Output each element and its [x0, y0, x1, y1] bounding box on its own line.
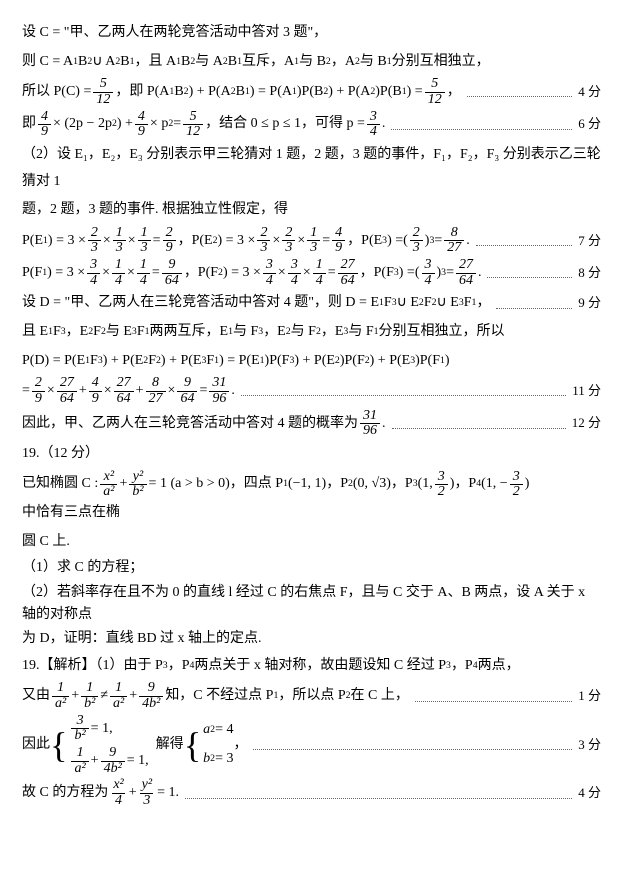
line-part2-setup: （2）设 E₁，E₂，E₃ 分别表示甲三轮猜对 1 题，2 题，3 题的事件，F… [22, 142, 601, 195]
line-setD: 设 D = "甲、乙两人在三轮竞答活动中答对 4 题"，则 D = E1F3 ∪… [22, 290, 601, 317]
line-PD: P(D) = P(E1F3) + P(E2F2) + P(E3F1) = P(E… [22, 348, 601, 375]
text: 题，2 题，3 题的事件. 根据独立性假定，得 [22, 202, 288, 217]
text: 又由 1a² + 1b² ≠ 1a² + 94b² 知，C 不经过点 P1，所以… [22, 681, 409, 711]
score-9: 9 分 [578, 291, 601, 316]
text: 19.【解析】（1）由于 P3，P4 两点关于 x 轴对称，故由题设知 C 经过… [22, 653, 601, 680]
text: 设 D = "甲、乙两人在三轮竞答活动中答对 4 题"，则 D = E1F3 ∪… [22, 290, 490, 317]
text: （2）设 E₁，E₂，E₃ 分别表示甲三轮猜对 1 题，2 题，3 题的事件，F… [22, 147, 601, 189]
text: 19.（12 分） [22, 446, 99, 461]
q19-number: 19.（12 分） [22, 441, 601, 468]
q19-part2b: 为 D，证明：直线 BD 过 x 轴上的定点. [22, 628, 601, 650]
text: 因此 { 3b² = 1, 1a² + 94b² = 1, 解得 { a2 = … [22, 714, 247, 777]
text: 所以 P(C) = 512，即 P(A1B2) + P(A2B1) = P(A1… [22, 77, 461, 107]
line-PE: P(E1) = 3 × 23 × 13 × 13 = 29，P(E2) = 3 … [22, 226, 601, 256]
leader-dots [241, 386, 566, 396]
text: 即 49 × (2p − 2p2) + 49 × p2 = 512，结合 0 ≤… [22, 110, 385, 140]
a19-line1: 19.【解析】（1）由于 P3，P4 两点关于 x 轴对称，故由题设知 C 经过… [22, 653, 601, 680]
text: 已知椭圆 C : x²a² + y²b² = 1 (a > b > 0)，四点 … [22, 470, 601, 527]
score-1: 1 分 [578, 684, 601, 709]
line-solve-p: 即 49 × (2p − 2p2) + 49 × p2 = 512，结合 0 ≤… [22, 110, 601, 140]
leader-dots [496, 299, 572, 309]
leader-dots [476, 236, 572, 246]
q19-part1: （1）求 C 的方程； [22, 557, 601, 579]
leader-dots [391, 120, 572, 130]
leader-dots [253, 740, 572, 750]
text: 则 C = A1B2 ∪ A2B1，且 A1B2 与 A2B1 互斥，A1 与 … [22, 49, 601, 76]
a19-ineq: 又由 1a² + 1b² ≠ 1a² + 94b² 知，C 不经过点 P1，所以… [22, 681, 601, 711]
q19-stem2: 圆 C 上. [22, 529, 601, 556]
line-PF: P(F1) = 3 × 34 × 14 × 14 = 964，P(F2) = 3… [22, 258, 601, 288]
line-C-decomp: 则 C = A1B2 ∪ A2B1，且 A1B2 与 A2B1 互斥，A1 与 … [22, 49, 601, 76]
text: P(E1) = 3 × 23 × 13 × 13 = 29，P(E2) = 3 … [22, 226, 470, 256]
leader-dots [185, 789, 572, 799]
leader-dots [487, 268, 572, 278]
text: P(D) = P(E1F3) + P(E2F2) + P(E3F1) = P(E… [22, 348, 601, 375]
text: 且 E1F3，E2F2 与 E3F1 两两互斥，E1 与 F3，E2 与 F2，… [22, 319, 601, 346]
score-7: 7 分 [578, 229, 601, 254]
q19-stem: 已知椭圆 C : x²a² + y²b² = 1 (a > b > 0)，四点 … [22, 470, 601, 527]
text: P(F1) = 3 × 34 × 14 × 14 = 964，P(F2) = 3… [22, 258, 481, 288]
text: = 29 × 2764 + 49 × 2764 + 827 × 964 = 31… [22, 376, 235, 406]
a19-system: 因此 { 3b² = 1, 1a² + 94b² = 1, 解得 { a2 = … [22, 714, 601, 777]
line-PC: 所以 P(C) = 512，即 P(A1B2) + P(A2B1) = P(A1… [22, 77, 601, 107]
brace-left: { 3b² = 1, 1a² + 94b² = 1, [50, 714, 149, 777]
score-4b: 4 分 [578, 781, 601, 806]
leader-dots [415, 691, 572, 701]
score-8: 8 分 [578, 261, 601, 286]
text: 为 D，证明：直线 BD 过 x 轴上的定点. [22, 631, 262, 646]
text: 故 C 的方程为 x²4 + y²3 = 1. [22, 778, 179, 808]
text: 设 C = "甲、乙两人在两轮竞答活动中答对 3 题"， [22, 25, 327, 40]
score-6: 6 分 [578, 112, 601, 137]
line-setC: 设 C = "甲、乙两人在两轮竞答活动中答对 3 题"， [22, 20, 601, 47]
leader-dots [467, 87, 573, 97]
a19-final: 故 C 的方程为 x²4 + y²3 = 1. 4 分 [22, 778, 601, 808]
line-mutex: 且 E1F3，E2F2 与 E3F1 两两互斥，E1 与 F3，E2 与 F2，… [22, 319, 601, 346]
text: （1）求 C 的方程； [22, 560, 143, 575]
leader-dots [392, 419, 566, 429]
text: 因此，甲、乙两人在三轮竞答活动中答对 4 题的概率为 3196 . [22, 409, 386, 439]
text: （2）若斜率存在且不为 0 的直线 l 经过 C 的右焦点 F，且与 C 交于 … [22, 585, 585, 622]
line-part2-setup2: 题，2 题，3 题的事件. 根据独立性假定，得 [22, 197, 601, 224]
score-3: 3 分 [578, 733, 601, 758]
brace-right: { a2 = 4 b2 = 3 [184, 717, 234, 772]
score-12: 12 分 [572, 411, 601, 436]
q19-part2: （2）若斜率存在且不为 0 的直线 l 经过 C 的右焦点 F，且与 C 交于 … [22, 582, 601, 627]
score-4: 4 分 [578, 80, 601, 105]
line-PD-value: = 29 × 2764 + 49 × 2764 + 827 × 964 = 31… [22, 376, 601, 406]
line-conclusion: 因此，甲、乙两人在三轮竞答活动中答对 4 题的概率为 3196 . 12 分 [22, 409, 601, 439]
text: 圆 C 上. [22, 534, 70, 549]
score-11: 11 分 [572, 379, 601, 404]
